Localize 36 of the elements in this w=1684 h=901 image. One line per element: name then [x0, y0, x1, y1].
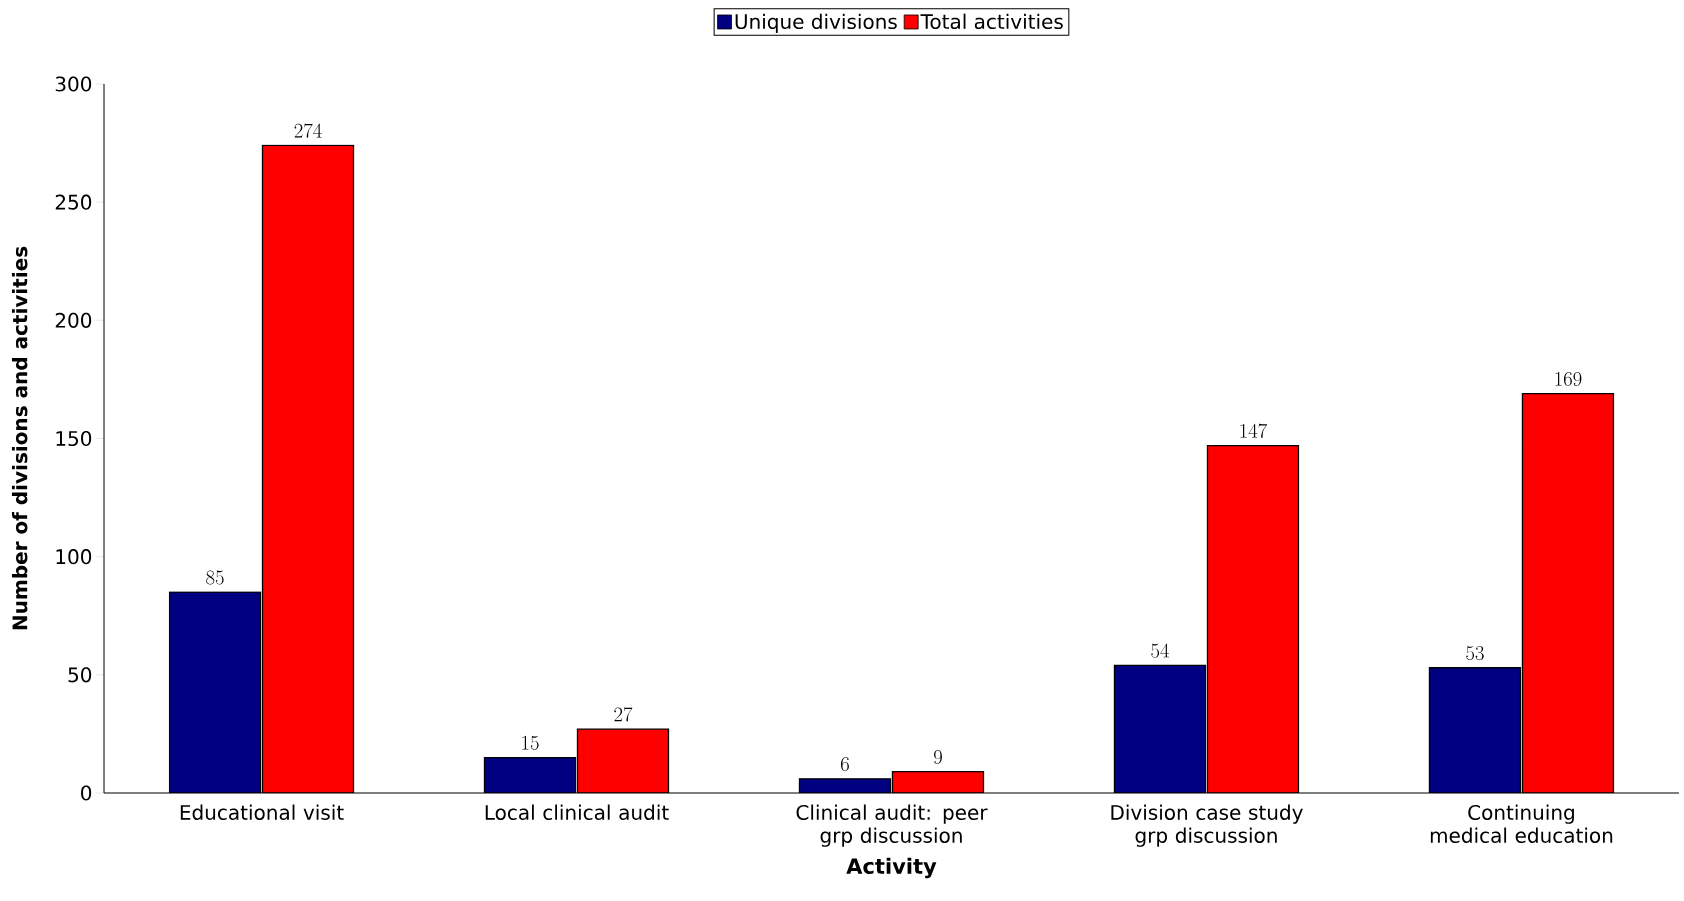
data-label: 147	[1240, 423, 1268, 438]
bar	[576, 728, 670, 793]
y-axis-title: Number of divisions and activities	[11, 246, 28, 630]
legend-label: Unique divisions	[735, 13, 897, 33]
y-tick-label: 0	[81, 785, 92, 801]
y-tick-label: 100	[56, 549, 92, 565]
data-label: 274	[294, 123, 322, 138]
bar	[483, 756, 577, 793]
y-tick-label: 150	[56, 430, 92, 447]
bar	[891, 771, 985, 793]
y-tick-label: 50	[68, 667, 92, 683]
x-tick-label: Continuing medical education	[1430, 804, 1613, 843]
data-label: 54	[1151, 643, 1170, 658]
data-label: 15	[522, 735, 539, 750]
x-tick-label: Clinical audit: peer grp discussion	[796, 804, 988, 847]
bar	[798, 778, 892, 793]
legend-label: Total activities	[920, 13, 1063, 30]
bar	[261, 144, 355, 793]
y-tick-label: 300	[55, 76, 92, 92]
data-label: 9	[934, 750, 942, 765]
data-label: 53	[1466, 646, 1484, 661]
bar	[168, 591, 262, 793]
y-tick-label: 200	[55, 312, 92, 328]
data-label: 85	[206, 570, 224, 585]
y-tick-label: 250	[55, 194, 92, 210]
x-tick-label: Educational visit	[180, 804, 344, 820]
x-tick-label: Division case study grp discussion	[1111, 804, 1303, 847]
data-label: 6	[841, 757, 849, 772]
data-label: 27	[614, 707, 633, 722]
x-axis-title: Activity	[846, 857, 937, 879]
data-label: 169	[1555, 371, 1582, 386]
bar	[1521, 392, 1615, 793]
bar	[1428, 667, 1522, 793]
x-tick-label: Local clinical audit	[485, 804, 669, 820]
bar	[1113, 664, 1207, 793]
bar	[1206, 444, 1300, 793]
